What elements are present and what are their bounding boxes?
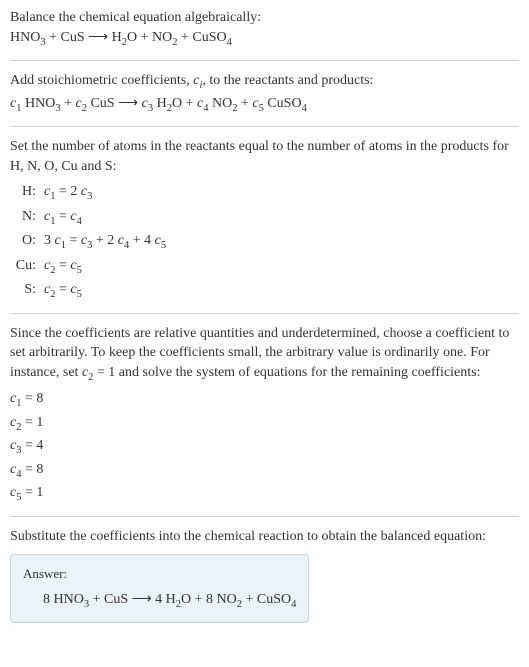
- atom-label: Cu:: [14, 256, 44, 276]
- atom-label: O:: [14, 231, 44, 251]
- atom-equation: c1 = c4: [44, 207, 82, 229]
- atom-row: N: c1 = c4: [14, 207, 519, 229]
- atom-equation: c1 = 2 c3: [44, 182, 92, 204]
- divider: [10, 60, 519, 61]
- solve-intro: Since the coefficients are relative quan…: [10, 324, 519, 386]
- intro-equation: HNO3 + CuS ⟶ H2O + NO2 + CuSO4: [10, 28, 519, 50]
- coef-row: c4 = 8: [10, 460, 519, 482]
- atom-row: Cu: c2 = c5: [14, 256, 519, 278]
- coef-row: c3 = 4: [10, 436, 519, 458]
- solve-intro-b: and solve the system of equations for th…: [115, 365, 480, 380]
- solve-section: Since the coefficients are relative quan…: [10, 324, 519, 506]
- atom-label: S:: [14, 280, 44, 300]
- coef-row: c5 = 1: [10, 483, 519, 505]
- atom-row: H: c1 = 2 c3: [14, 182, 519, 204]
- intro-section: Balance the chemical equation algebraica…: [10, 8, 519, 50]
- atom-equation: c2 = c5: [44, 256, 82, 278]
- answer-box: Answer: 8 HNO3 + CuS ⟶ 4 H2O + 8 NO2 + C…: [10, 554, 309, 623]
- answer-equation: 8 HNO3 + CuS ⟶ 4 H2O + 8 NO2 + CuSO4: [23, 590, 296, 612]
- answer-label: Answer:: [23, 565, 296, 583]
- atom-label: H:: [14, 182, 44, 202]
- atom-row: S: c2 = c5: [14, 280, 519, 302]
- stoich-text: Add stoichiometric coefficients, ci, to …: [10, 71, 519, 93]
- substitute-text: Substitute the coefficients into the che…: [10, 527, 519, 547]
- coef-row: c2 = 1: [10, 413, 519, 435]
- atom-row: O: 3 c1 = c3 + 2 c4 + 4 c5: [14, 231, 519, 253]
- divider: [10, 516, 519, 517]
- stoich-equation: c1 HNO3 + c2 CuS ⟶ c3 H2O + c4 NO2 + c5 …: [10, 94, 519, 116]
- substitute-section: Substitute the coefficients into the che…: [10, 527, 519, 623]
- atoms-intro: Set the number of atoms in the reactants…: [10, 137, 519, 176]
- stoich-text-b: , to the reactants and products:: [202, 73, 373, 88]
- atom-equation: c2 = c5: [44, 280, 82, 302]
- stoich-section: Add stoichiometric coefficients, ci, to …: [10, 71, 519, 116]
- intro-text: Balance the chemical equation algebraica…: [10, 8, 519, 28]
- atom-equation: 3 c1 = c3 + 2 c4 + 4 c5: [44, 231, 166, 253]
- stoich-text-a: Add stoichiometric coefficients,: [10, 73, 193, 88]
- atoms-section: Set the number of atoms in the reactants…: [10, 137, 519, 303]
- coef-list: c1 = 8 c2 = 1 c3 = 4 c4 = 8 c5 = 1: [10, 389, 519, 505]
- atom-table: H: c1 = 2 c3 N: c1 = c4 O: 3 c1 = c3 + 2…: [14, 182, 519, 302]
- divider: [10, 126, 519, 127]
- coef-row: c1 = 8: [10, 389, 519, 411]
- divider: [10, 313, 519, 314]
- solve-c2: c2 = 1: [82, 365, 115, 380]
- atom-label: N:: [14, 207, 44, 227]
